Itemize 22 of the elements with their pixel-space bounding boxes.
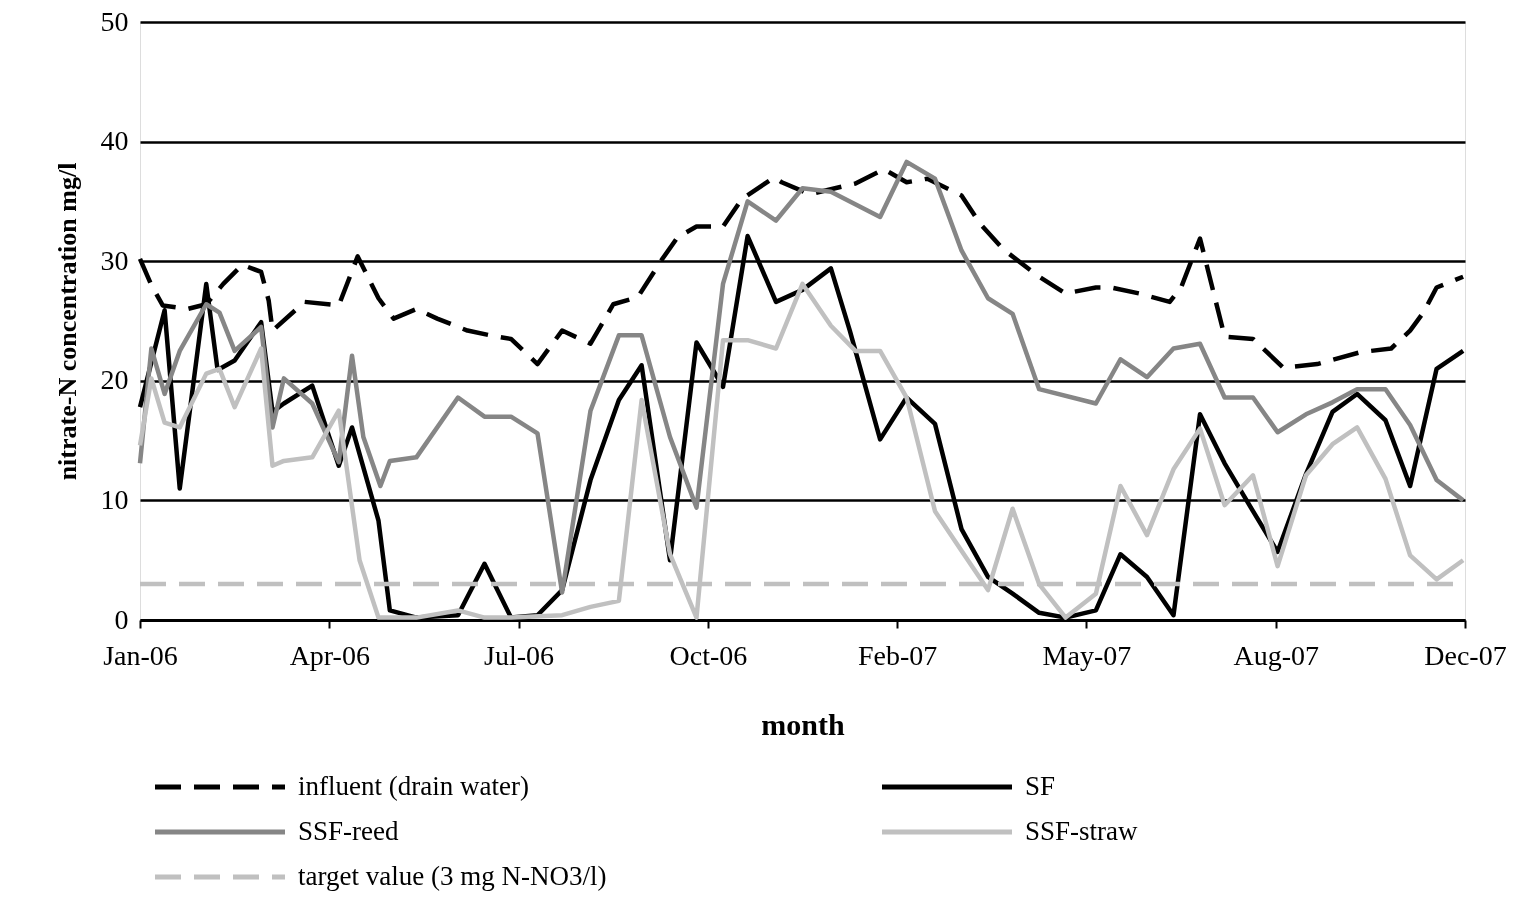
y-tick-label: 20 xyxy=(100,364,129,396)
y-axis-title: nitrate-N concentration mg/l xyxy=(52,162,82,481)
x-tick-label: May-07 xyxy=(1042,639,1132,671)
x-tick-label: Oct-06 xyxy=(669,639,748,671)
x-tick-label: Dec-07 xyxy=(1424,639,1507,671)
y-tick-label: 50 xyxy=(100,5,129,37)
legend-label: SSF-straw xyxy=(1025,816,1139,846)
x-tick-label: Feb-07 xyxy=(857,639,938,671)
x-tick-label: Jan-06 xyxy=(103,639,178,671)
x-tick-label: Jul-06 xyxy=(484,639,555,671)
legend-label: target value (3 mg N-NO3/l) xyxy=(298,861,607,891)
line-series xyxy=(137,159,1466,595)
y-tick-label: 0 xyxy=(114,603,129,635)
x-axis-title: month xyxy=(761,707,845,741)
legend-label: influent (drain water) xyxy=(298,771,529,801)
y-tick-label: 40 xyxy=(100,125,129,157)
x-tick-label: Apr-06 xyxy=(289,639,370,671)
y-tick-label: 10 xyxy=(100,483,129,515)
x-tick-label: Aug-07 xyxy=(1233,639,1319,671)
y-tick-label: 30 xyxy=(100,244,129,276)
legend-label: SSF-reed xyxy=(298,816,399,846)
legend-label: SF xyxy=(1025,771,1056,801)
